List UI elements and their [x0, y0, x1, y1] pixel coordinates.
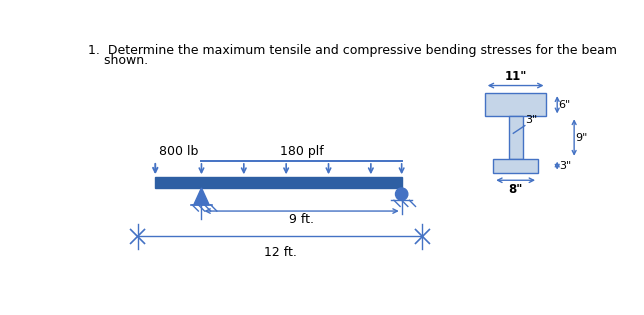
- Text: shown.: shown.: [88, 54, 148, 67]
- Text: 9": 9": [576, 133, 588, 142]
- Text: 11": 11": [504, 70, 527, 83]
- Text: 1.  Determine the maximum tensile and compressive bending stresses for the beam: 1. Determine the maximum tensile and com…: [88, 44, 617, 57]
- Text: 12 ft.: 12 ft.: [263, 246, 296, 260]
- Text: 800 lb: 800 lb: [159, 145, 198, 158]
- Text: 6": 6": [559, 100, 571, 110]
- Polygon shape: [194, 188, 209, 205]
- Bar: [485, 93, 546, 116]
- Bar: [155, 177, 402, 188]
- Text: 3": 3": [559, 161, 571, 171]
- Bar: [493, 159, 538, 173]
- Text: 3": 3": [526, 115, 538, 125]
- Ellipse shape: [395, 188, 408, 200]
- Text: 8": 8": [508, 183, 523, 196]
- Text: 180 plf: 180 plf: [279, 145, 323, 158]
- Bar: [509, 116, 522, 159]
- Text: 9 ft.: 9 ft.: [289, 213, 314, 226]
